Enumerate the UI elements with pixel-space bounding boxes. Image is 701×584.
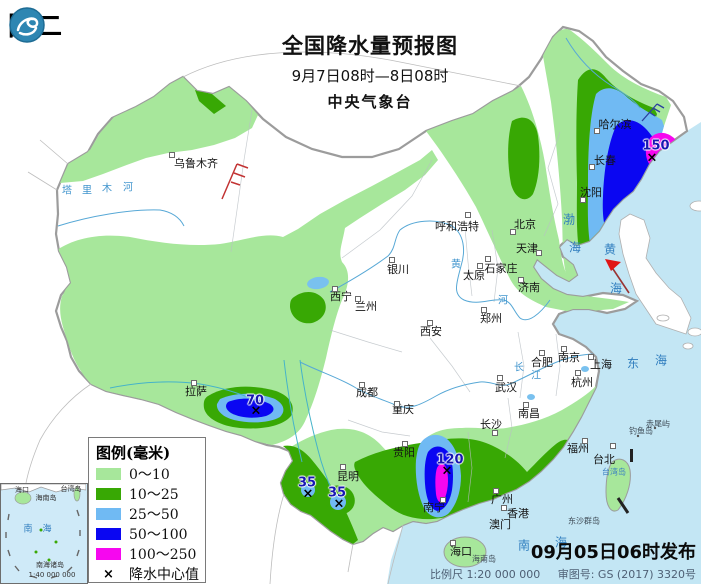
site-logo (9, 7, 45, 43)
approval-number: 审图号: GS (2017) 3320号 (557, 568, 696, 581)
legend-item: 100～250 (96, 544, 205, 564)
legend-box: 图例(毫米) 0～10 10～25 25～50 50～100 100～250 × 降水中心值 (88, 437, 206, 583)
legend-swatch (96, 488, 121, 500)
legend-rows: 0～10 10～25 25～50 50～100 100～250 × 降水中心值 (89, 464, 205, 584)
legend-swatch (96, 468, 121, 480)
legend-swatch (96, 528, 121, 540)
legend-swatch (96, 548, 121, 560)
center-marker-label: 降水中心值 (129, 567, 199, 583)
publish-time: 09月05日06时发布 (530, 542, 696, 563)
foreign-land (618, 200, 701, 350)
rivers (57, 37, 641, 408)
brand-header: 图二 (8, 6, 64, 43)
legend-range: 50～100 (129, 527, 188, 543)
map-title: 全国降水量预报图 (282, 34, 458, 58)
legend-item: 25～50 (96, 504, 205, 524)
trough-marks (616, 426, 657, 514)
legend-range: 0～10 (129, 467, 170, 483)
legend-swatch (96, 508, 121, 520)
legend-title: 图例(毫米) (96, 444, 171, 462)
nine-dash-line (5, 509, 81, 579)
southwest-rivers (109, 359, 335, 496)
province-borders (230, 109, 561, 503)
map-date-range: 9月7日08时—8日08时 (291, 67, 449, 85)
map-title-block: 全国降水量预报图 9月7日08时—8日08时 中央气象台 (235, 30, 505, 112)
legend-item: 0～10 (96, 464, 205, 484)
legend-range: 100～250 (129, 547, 197, 563)
legend-center-marker: × 降水中心值 (96, 564, 205, 584)
wind-barb-northeast (641, 103, 665, 122)
legend-range: 10～25 (129, 487, 179, 503)
legend-item: 10～25 (96, 484, 205, 504)
foreign-borders (25, 51, 522, 584)
wind-barb-urumqi (221, 163, 249, 200)
map-agency: 中央气象台 (327, 93, 413, 111)
map-scale-line: 比例尺 1:20 000 000 审图号: GS (2017) 3320号 (416, 566, 696, 582)
south-china-sea-inset (0, 483, 88, 584)
legend-range: 25～50 (129, 507, 179, 523)
lakes (307, 276, 589, 400)
legend-item: 50～100 (96, 524, 205, 544)
islands (443, 458, 631, 568)
wind-barb-yellow-sea (605, 259, 630, 294)
scale-text: 比例尺 1:20 000 000 (430, 568, 541, 581)
center-marker-symbol: × (103, 566, 114, 582)
